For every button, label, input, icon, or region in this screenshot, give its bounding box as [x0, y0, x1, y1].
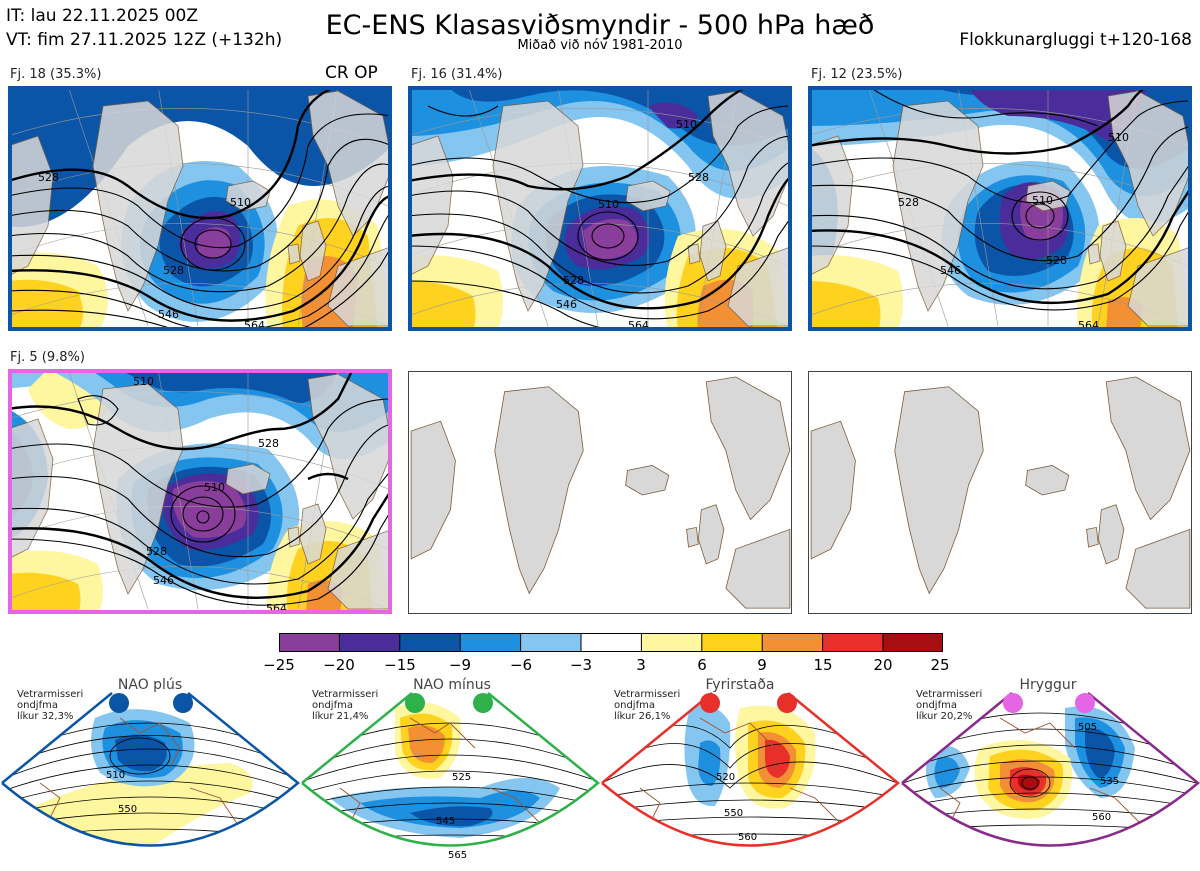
colorbar-swatch: [279, 633, 340, 652]
colorbar-swatch: [641, 633, 702, 652]
contour-label: 546: [153, 574, 174, 587]
contour-label: 560: [1092, 812, 1111, 823]
cluster-4-frame: [8, 369, 392, 614]
regime-ridge-dot-2: [1075, 693, 1095, 713]
contour-label: 550: [118, 804, 137, 815]
colorbar-swatch: [460, 633, 521, 652]
colorbar-tick: 20: [873, 656, 893, 674]
contour-label: 510: [230, 196, 251, 209]
contour-label: 528: [1046, 254, 1067, 267]
colorbar-tick: −3: [569, 656, 593, 674]
cluster-4-label: Fj. 5 (9.8%): [10, 350, 85, 365]
colorbar-tick: 9: [757, 656, 767, 674]
regime-blocking-map: 520 550 560: [601, 692, 900, 847]
colorbar-swatch: [883, 633, 943, 652]
empty-map-panel-2: [808, 371, 1192, 614]
page-title: EC-ENS Klasasviðsmyndir - 500 hPa hæð: [325, 10, 875, 41]
regime-ridge-info: Vetrarmisseri ondjfma líkur 20,2%: [916, 689, 983, 722]
contour-label: 565: [448, 850, 467, 861]
cluster-2-map: 510 528 546 564 510 528: [408, 86, 792, 331]
colorbar-swatch: [701, 633, 763, 652]
colorbar-tick: 6: [697, 656, 707, 674]
regime-ridge-map: 505 535 560: [901, 692, 1200, 847]
init-time: IT: lau 22.11.2025 00Z: [6, 6, 198, 26]
regime-blocking-info: Vetrarmisseri ondjfma líkur 26,1%: [614, 689, 681, 722]
regime-blocking-title: Fyrirstaða: [705, 677, 775, 693]
cluster-1-label: Fj. 18 (35.3%): [10, 67, 102, 82]
contour-label: 545: [436, 816, 455, 827]
contour-label: 510: [1108, 131, 1129, 144]
contour-label: 505: [1078, 722, 1097, 733]
classification-window: Flokkunargluggi t+120-168: [959, 30, 1192, 50]
colorbar-tick: −9: [448, 656, 472, 674]
contour-label: 546: [940, 264, 961, 277]
page-subtitle: Miðað við nóv 1981-2010: [517, 38, 683, 53]
contour-label: 510: [676, 118, 697, 131]
valid-time: VT: fim 27.11.2025 12Z (+132h): [6, 30, 283, 50]
contour-label: 510: [204, 481, 225, 494]
cluster-1-tag: CR OP: [325, 63, 378, 83]
contour-label: 528: [258, 437, 279, 450]
contour-label: 528: [38, 171, 59, 184]
cluster-4-map: 510 528 546 564 510 528: [8, 369, 392, 614]
regime-nao-minus-info: Vetrarmisseri ondjfma líkur 21,4%: [312, 689, 379, 722]
regime-nao-plus-dot-2: [173, 693, 193, 713]
contour-label: 528: [688, 171, 709, 184]
regime-nao-plus-map: 510 550: [1, 692, 300, 847]
header-times: IT: lau 22.11.2025 00Z VT: fim 27.11.202…: [6, 4, 282, 52]
regime-nao-minus-dot-1: [405, 693, 425, 713]
colorbar-tick: 3: [636, 656, 646, 674]
contour-label: 560: [738, 832, 757, 843]
regime-blocking-dot-1: [700, 693, 720, 713]
contour-label: 546: [158, 308, 179, 321]
regime-nao-minus-dot-2: [473, 693, 493, 713]
contour-label: 546: [556, 298, 577, 311]
colorbar-swatch: [520, 633, 581, 652]
colorbar-tick: −20: [323, 656, 355, 674]
contour-label: 528: [898, 196, 919, 209]
colorbar-tick: −15: [384, 656, 416, 674]
cluster-1-frame: [8, 86, 392, 331]
colorbar-swatch: [762, 633, 823, 652]
colorbar-tick: −25: [263, 656, 295, 674]
contour-label: 510: [1032, 194, 1053, 207]
cluster-1-map: 510 528 546 564 528: [8, 86, 392, 331]
contour-label: 510: [133, 375, 154, 388]
colorbar-swatch: [399, 633, 461, 652]
regime-nao-plus-title: NAO plús: [117, 677, 183, 693]
contour-label: 528: [563, 274, 584, 287]
regime-nao-plus-dot-1: [109, 693, 129, 713]
contour-label: 510: [106, 770, 125, 781]
colorbar-swatch: [581, 633, 642, 652]
colorbar-swatch: [822, 633, 883, 652]
colorbar: [279, 633, 943, 652]
contour-label: 528: [146, 545, 167, 558]
colorbar-tick: −6: [509, 656, 533, 674]
colorbar-tick: 25: [930, 656, 950, 674]
regime-nao-minus-title: NAO mínus: [413, 677, 491, 693]
contour-label: 528: [163, 264, 184, 277]
regime-nao-minus-map: 525 545 565: [301, 692, 600, 861]
colorbar-tick: 15: [813, 656, 833, 674]
regime-blocking-dot-2: [777, 693, 797, 713]
regime-ridge-dot-1: [1003, 693, 1023, 713]
colorbar-swatch: [339, 633, 400, 652]
cluster-2-label: Fj. 16 (31.4%): [411, 67, 503, 82]
contour-label: 525: [452, 772, 471, 783]
empty-map-panel-1: [408, 371, 792, 614]
contour-label: 550: [724, 808, 743, 819]
regime-nao-plus-info: Vetrarmisseri ondjfma líkur 32,3%: [17, 689, 84, 722]
cluster-3-label: Fj. 12 (23.5%): [811, 67, 903, 82]
contour-label: 520: [716, 772, 735, 783]
contour-label: 510: [598, 198, 619, 211]
regime-ridge-title: Hryggur: [1019, 677, 1077, 693]
cluster-2-frame: [408, 86, 792, 331]
cluster-3-map: 510 528 546 564 510 528: [808, 86, 1192, 331]
cluster-3-frame: [808, 86, 1192, 331]
contour-label: 535: [1100, 776, 1119, 787]
